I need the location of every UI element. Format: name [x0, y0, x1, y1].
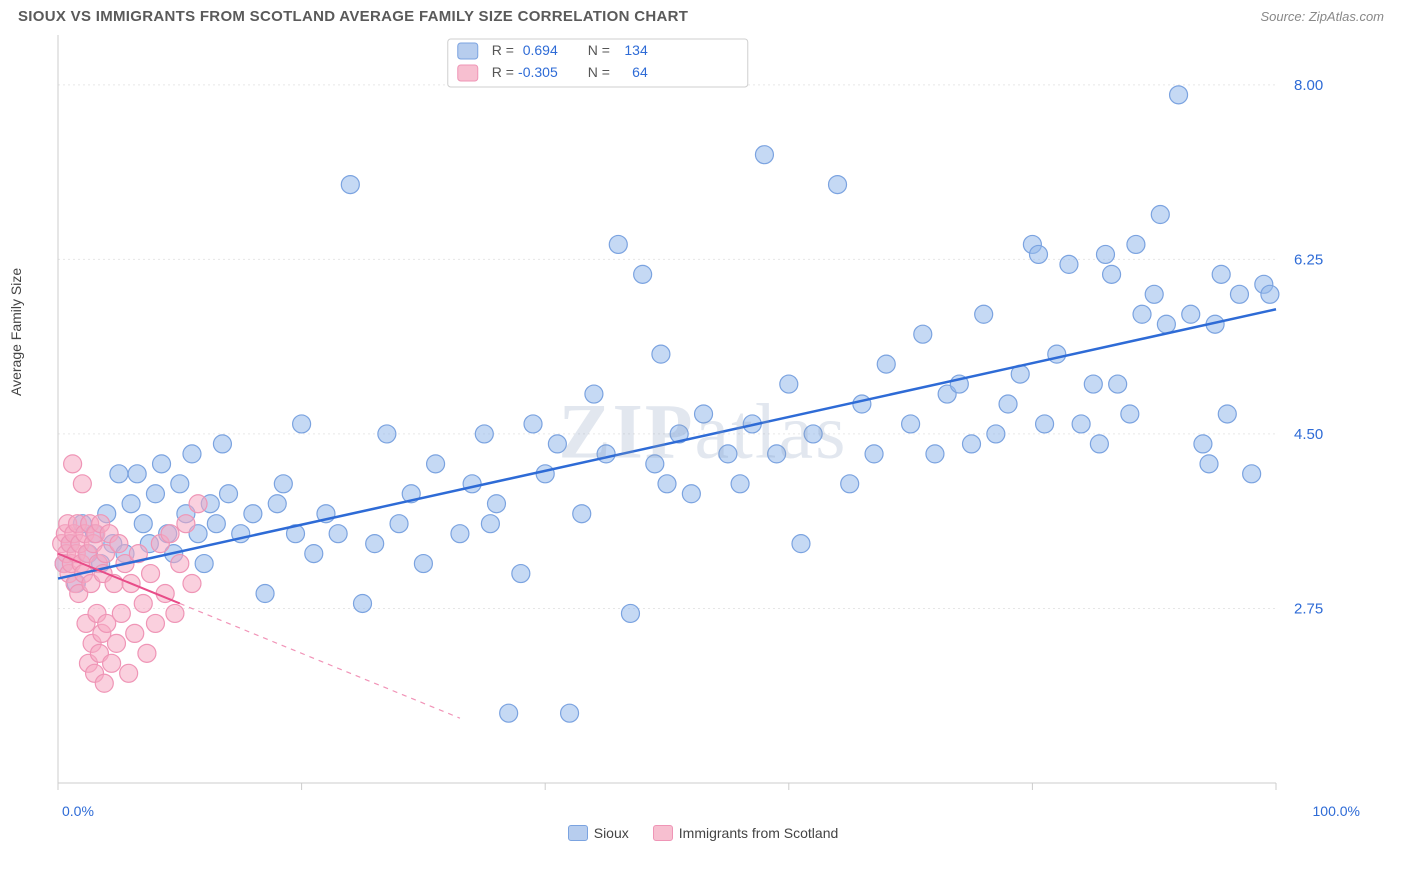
legend-label: Immigrants from Scotland	[679, 825, 839, 841]
svg-text:N =: N =	[588, 42, 610, 58]
svg-text:2.75: 2.75	[1294, 600, 1323, 617]
header: SIOUX VS IMMIGRANTS FROM SCOTLAND AVERAG…	[0, 0, 1406, 31]
svg-text:N =: N =	[588, 64, 610, 80]
legend-swatch	[568, 825, 588, 841]
legend-label: Sioux	[594, 825, 629, 841]
svg-text:6.25: 6.25	[1294, 251, 1323, 268]
source-label: Source: ZipAtlas.com	[1260, 9, 1384, 24]
x-max-label: 100.0%	[1313, 803, 1360, 819]
x-axis-labels: 0.0% 100.0%	[16, 801, 1390, 819]
svg-text:0.694: 0.694	[523, 42, 558, 58]
svg-text:-0.305: -0.305	[518, 64, 558, 80]
legend-swatch	[653, 825, 673, 841]
svg-text:134: 134	[624, 42, 648, 58]
legend-item: Immigrants from Scotland	[653, 825, 839, 841]
x-min-label: 0.0%	[62, 803, 94, 819]
chart-area: Average Family Size ZIPatlas 2.754.506.2…	[16, 31, 1390, 841]
legend-item: Sioux	[568, 825, 629, 841]
chart-title: SIOUX VS IMMIGRANTS FROM SCOTLAND AVERAG…	[18, 8, 688, 25]
svg-text:64: 64	[632, 64, 648, 80]
svg-text:R =: R =	[492, 64, 514, 80]
svg-text:R =: R =	[492, 42, 514, 58]
legend-bottom: Sioux Immigrants from Scotland	[16, 825, 1390, 841]
svg-text:8.00: 8.00	[1294, 77, 1323, 94]
scatter-chart: 2.75 4.50 6.25 8.00 R = 0.694 N = 134 R =-0.305 N…	[16, 31, 1336, 801]
y-axis-label: Average Family Size	[8, 268, 24, 396]
svg-text:4.50: 4.50	[1294, 426, 1323, 443]
